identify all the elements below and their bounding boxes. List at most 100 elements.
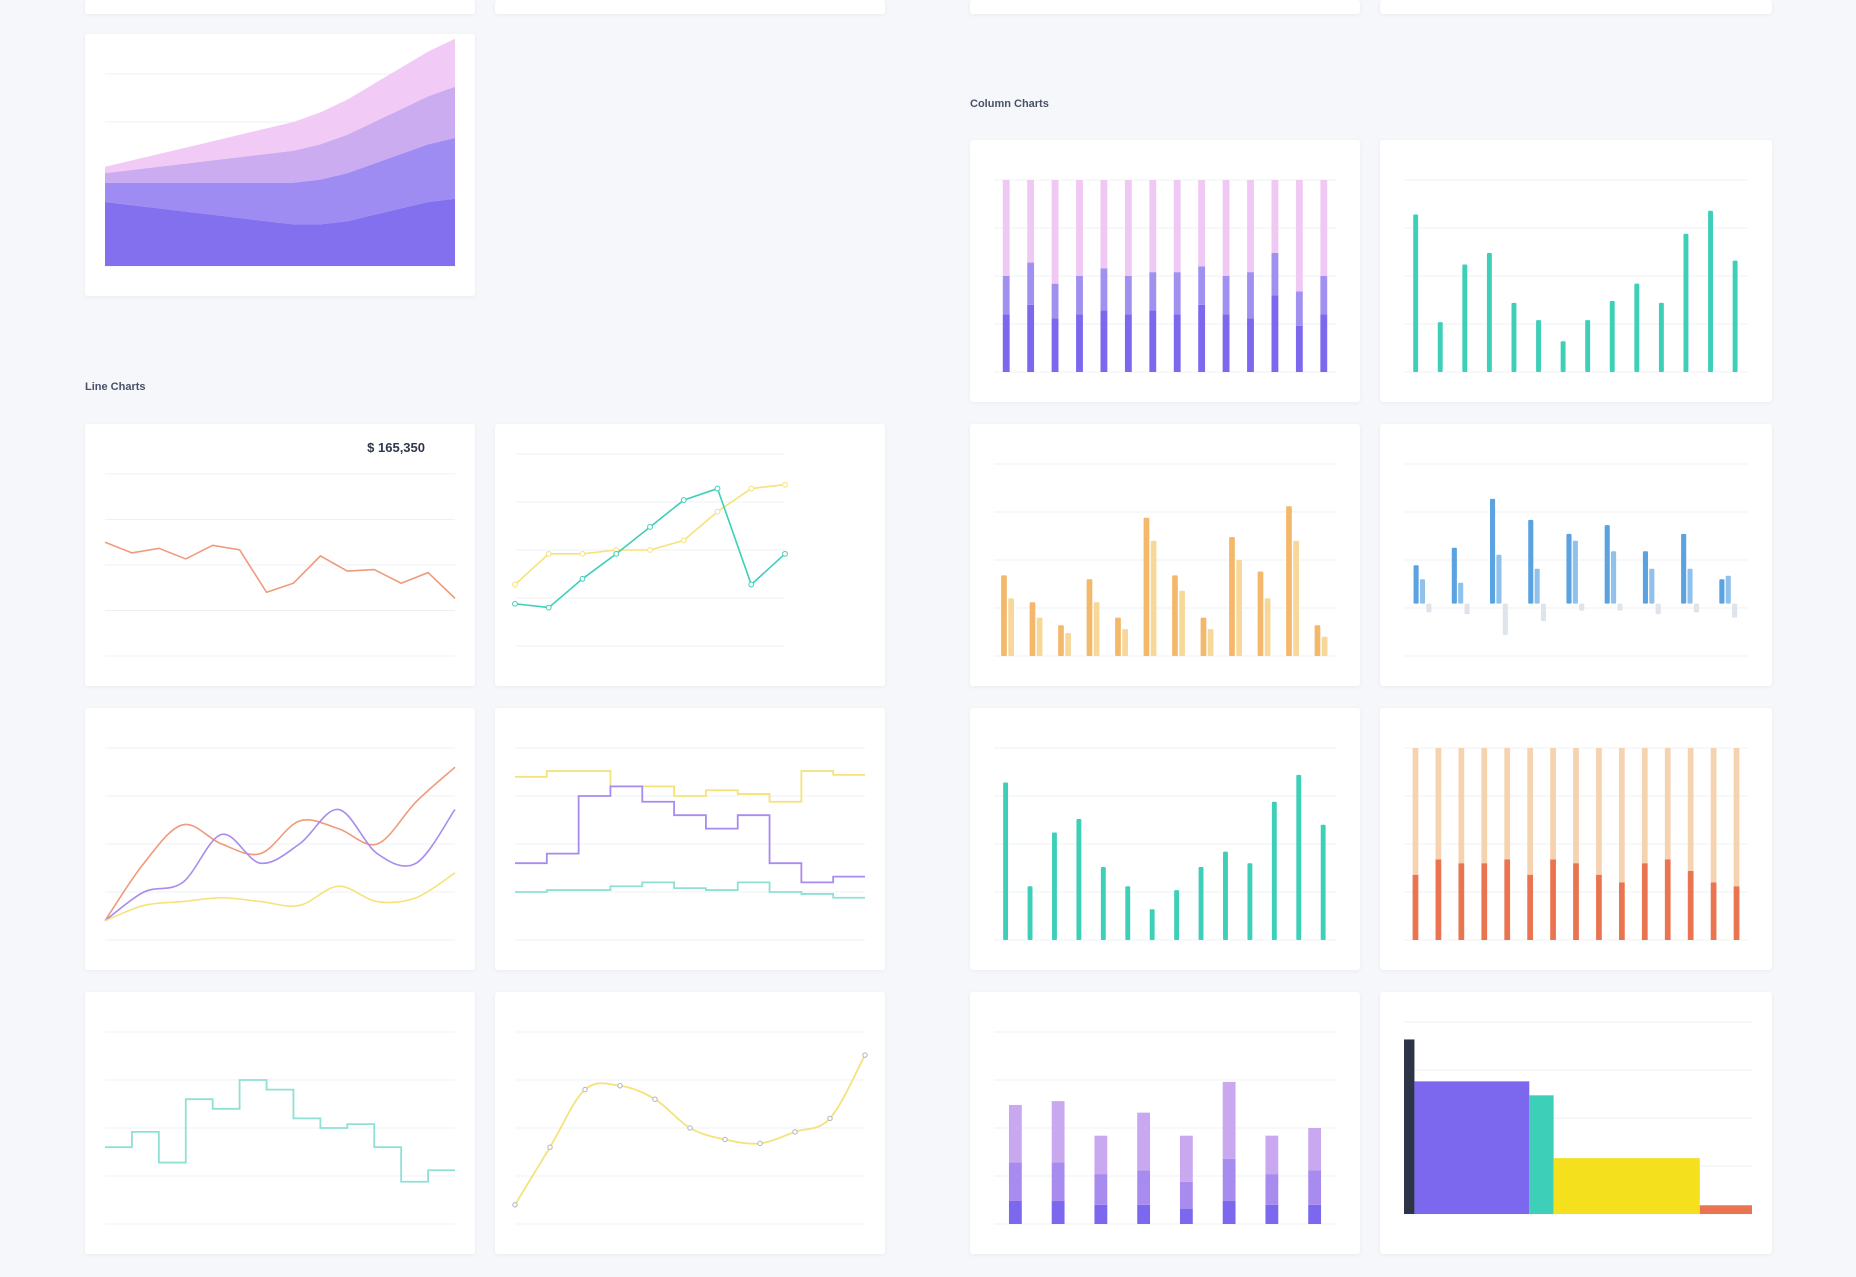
bar bbox=[1149, 310, 1157, 372]
chart-card bbox=[970, 140, 1360, 402]
data-point bbox=[782, 481, 788, 488]
step-line bbox=[515, 785, 865, 884]
bar bbox=[1458, 748, 1465, 864]
bar bbox=[1003, 782, 1009, 940]
chart-card bbox=[85, 992, 475, 1254]
bar bbox=[1708, 210, 1713, 372]
data-point bbox=[748, 581, 755, 588]
bar bbox=[1236, 560, 1242, 656]
area-layer bbox=[105, 138, 455, 225]
bar bbox=[1124, 276, 1132, 315]
bar bbox=[1094, 1204, 1108, 1224]
bar bbox=[1122, 629, 1128, 656]
bar bbox=[1200, 617, 1207, 656]
bar bbox=[1573, 748, 1579, 864]
bar bbox=[1412, 874, 1419, 940]
bar bbox=[1320, 180, 1328, 276]
area-layer bbox=[105, 198, 455, 266]
chart-card bbox=[1380, 140, 1772, 402]
bar bbox=[1458, 863, 1465, 940]
data-point bbox=[687, 1125, 693, 1131]
series-curve bbox=[104, 872, 456, 922]
bar bbox=[1481, 863, 1488, 940]
bar bbox=[1229, 536, 1235, 656]
bar bbox=[1641, 863, 1648, 940]
area-layer bbox=[105, 38, 455, 174]
section-title-column: Column Charts bbox=[970, 98, 1049, 110]
bar bbox=[1002, 314, 1010, 372]
chart-svg bbox=[104, 473, 456, 657]
bar bbox=[1058, 625, 1064, 656]
bar bbox=[1222, 276, 1230, 315]
bar bbox=[1172, 575, 1178, 656]
chart-card bbox=[970, 708, 1360, 970]
chart-svg bbox=[105, 38, 455, 267]
bar bbox=[1179, 1135, 1193, 1182]
bar bbox=[1198, 304, 1206, 372]
bar bbox=[1573, 863, 1579, 940]
data-point bbox=[647, 524, 653, 530]
bar bbox=[1222, 1081, 1236, 1159]
bar bbox=[1051, 1200, 1065, 1224]
bar bbox=[1527, 874, 1533, 940]
bar bbox=[1051, 318, 1059, 372]
bar bbox=[1566, 533, 1572, 604]
bar bbox=[1094, 1174, 1108, 1205]
chart-card bbox=[1380, 708, 1772, 970]
bar bbox=[1619, 748, 1625, 883]
bar bbox=[1100, 268, 1108, 311]
bar bbox=[1222, 180, 1230, 276]
chart-card bbox=[85, 708, 475, 970]
bar bbox=[1502, 603, 1508, 636]
bar bbox=[1308, 1170, 1322, 1205]
bar bbox=[1076, 276, 1083, 315]
bar bbox=[1247, 318, 1254, 372]
card-stub bbox=[495, 0, 885, 14]
bar bbox=[1619, 882, 1625, 940]
bar bbox=[1051, 1101, 1065, 1163]
bar bbox=[1094, 1135, 1108, 1175]
data-point bbox=[512, 1202, 518, 1208]
bar bbox=[1198, 867, 1204, 940]
bar bbox=[1027, 180, 1035, 263]
chart-svg bbox=[994, 747, 1336, 941]
bar bbox=[1207, 629, 1214, 656]
series-line bbox=[514, 483, 786, 586]
bar bbox=[1412, 748, 1419, 875]
data-point bbox=[782, 550, 788, 557]
bar bbox=[1687, 748, 1694, 871]
data-point bbox=[582, 1086, 588, 1093]
bar bbox=[1271, 801, 1277, 940]
data-point bbox=[547, 1144, 553, 1150]
bar bbox=[1008, 1104, 1022, 1163]
data-point bbox=[714, 485, 721, 492]
data-point bbox=[512, 600, 518, 607]
bar bbox=[1681, 533, 1687, 604]
bar bbox=[1426, 603, 1432, 613]
chart-card bbox=[970, 992, 1360, 1254]
chart-card bbox=[1380, 424, 1772, 686]
histogram-bar bbox=[1529, 1095, 1554, 1214]
bar bbox=[1124, 180, 1132, 276]
bar bbox=[1655, 603, 1661, 615]
bar bbox=[1008, 1162, 1022, 1201]
bar bbox=[1550, 748, 1556, 860]
bar bbox=[1413, 565, 1419, 604]
bar bbox=[1198, 180, 1206, 267]
histogram-bar bbox=[1553, 1158, 1700, 1214]
bar bbox=[1076, 314, 1083, 372]
data-point bbox=[680, 497, 687, 503]
bar bbox=[1008, 598, 1014, 656]
bar bbox=[1504, 748, 1511, 860]
bar bbox=[1320, 276, 1328, 315]
bar bbox=[1458, 582, 1464, 604]
bar bbox=[1027, 886, 1033, 940]
area-layer bbox=[105, 86, 455, 183]
series-curve bbox=[104, 808, 456, 922]
section-title-line: Line Charts bbox=[85, 381, 146, 393]
bar bbox=[1550, 859, 1556, 940]
data-point bbox=[613, 550, 620, 557]
bar bbox=[1173, 180, 1181, 273]
histogram-bar bbox=[1699, 1205, 1752, 1214]
bar bbox=[1528, 519, 1534, 604]
